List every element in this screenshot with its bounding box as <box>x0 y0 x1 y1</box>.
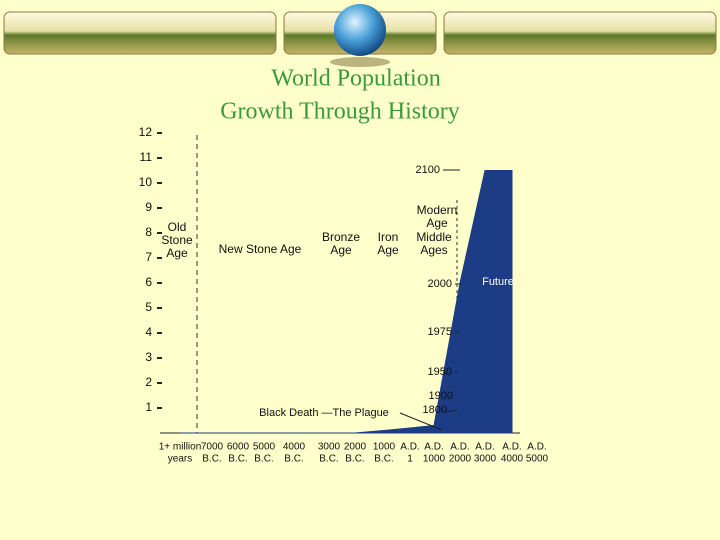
annotation: 1950 <box>428 366 452 378</box>
y-tick-label: 3 <box>145 350 152 364</box>
y-tick-label: 9 <box>145 200 152 214</box>
x-tick-label: 3000 <box>318 442 341 453</box>
x-tick-label: 2000 <box>449 454 472 465</box>
x-tick-label: 5000 <box>253 442 276 453</box>
x-tick-label: 1 <box>407 454 413 465</box>
x-tick-label: 1000 <box>373 442 396 453</box>
x-tick-label: B.C. <box>319 454 338 465</box>
x-tick-label: 2000 <box>344 442 367 453</box>
population-area <box>180 170 513 434</box>
chart-title: Growth Through History <box>220 99 460 125</box>
x-tick-label: B.C. <box>284 454 303 465</box>
leader-line <box>446 409 458 413</box>
x-tick-label: B.C. <box>228 454 247 465</box>
era-label: Stone <box>161 233 193 247</box>
x-tick-label: years <box>168 454 192 465</box>
era-label: Age <box>426 216 448 230</box>
era-label: Bronze <box>322 230 360 244</box>
era-label: New Stone Age <box>219 242 302 256</box>
chart-title: World Population <box>271 66 440 92</box>
x-tick-label: B.C. <box>202 454 221 465</box>
x-tick-label: A.D. <box>475 442 494 453</box>
x-tick-label: 4000 <box>283 442 306 453</box>
x-tick-label: 1+ million <box>159 442 202 453</box>
x-tick-label: 3000 <box>474 454 497 465</box>
x-tick-label: B.C. <box>345 454 364 465</box>
y-tick-label: 12 <box>139 125 153 139</box>
x-tick-label: B.C. <box>374 454 393 465</box>
x-tick-label: 4000 <box>501 454 524 465</box>
x-tick-label: A.D. <box>424 442 443 453</box>
era-label: Old <box>168 220 187 234</box>
annotation: 1975 <box>428 326 452 338</box>
era-label: Middle <box>416 230 452 244</box>
y-tick-label: 10 <box>139 175 153 189</box>
annotation: 1800 <box>423 404 447 416</box>
annotation: Future <box>482 276 514 288</box>
x-tick-label: A.D. <box>400 442 419 453</box>
x-tick-label: 6000 <box>227 442 250 453</box>
leader-line <box>399 412 443 431</box>
y-tick-label: 6 <box>145 275 152 289</box>
y-tick-label: 8 <box>145 225 152 239</box>
annotation: 1900 <box>429 390 453 402</box>
x-tick-label: 5000 <box>526 454 549 465</box>
x-tick-label: 1000 <box>423 454 446 465</box>
y-tick-label: 4 <box>145 325 152 339</box>
y-tick-label: 1 <box>145 400 152 414</box>
era-label: Age <box>330 243 352 257</box>
era-label: Age <box>377 243 399 257</box>
x-tick-label: A.D. <box>502 442 521 453</box>
x-tick-label: B.C. <box>254 454 273 465</box>
annotation: 2100 <box>416 164 440 176</box>
banner <box>3 4 717 67</box>
y-tick-label: 5 <box>145 300 152 314</box>
era-label: Ages <box>420 243 447 257</box>
annotation: 2000 <box>428 278 452 290</box>
y-tick-label: 2 <box>145 375 152 389</box>
x-tick-label: A.D. <box>450 442 469 453</box>
era-label: Iron <box>378 230 399 244</box>
annotation: Black Death —The Plague <box>259 407 389 419</box>
y-tick-label: 11 <box>140 150 153 164</box>
era-label: Age <box>166 246 188 260</box>
y-tick-label: 7 <box>145 250 152 264</box>
x-tick-label: A.D. <box>527 442 546 453</box>
x-tick-label: 7000 <box>201 442 224 453</box>
era-label: Modern <box>417 203 458 217</box>
